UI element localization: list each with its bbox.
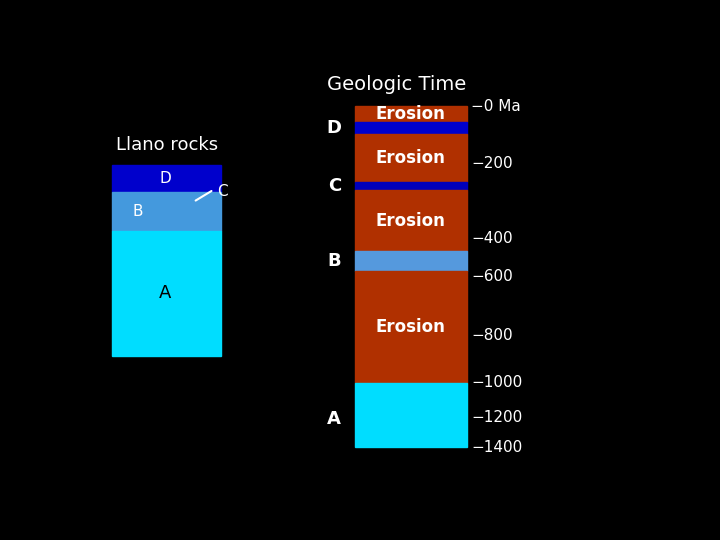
Bar	[355, 182, 467, 191]
Text: Erosion: Erosion	[376, 318, 446, 336]
Text: −0 Ma: −0 Ma	[471, 99, 521, 114]
Bar	[355, 134, 467, 182]
Text: A: A	[327, 410, 341, 428]
Bar	[355, 106, 467, 122]
Text: Erosion: Erosion	[376, 149, 446, 167]
Text: D: D	[159, 171, 171, 186]
Bar	[112, 192, 221, 231]
Text: −1400: −1400	[471, 440, 523, 455]
Bar	[355, 272, 467, 383]
Bar	[355, 191, 467, 251]
Text: A: A	[159, 285, 171, 302]
Bar	[355, 383, 467, 447]
Bar	[355, 251, 467, 272]
Text: D: D	[326, 119, 341, 137]
Bar	[112, 231, 221, 356]
Text: B: B	[328, 252, 341, 270]
Text: −1000: −1000	[471, 375, 523, 390]
Bar	[112, 165, 221, 192]
Text: −1200: −1200	[471, 410, 523, 425]
Text: −400: −400	[471, 231, 513, 246]
Bar	[355, 122, 467, 134]
Text: B: B	[132, 204, 143, 219]
Text: Erosion: Erosion	[376, 212, 446, 230]
Text: −600: −600	[471, 269, 513, 285]
Text: C: C	[217, 184, 228, 199]
Text: Erosion: Erosion	[376, 105, 446, 123]
Text: −200: −200	[471, 156, 513, 171]
Text: −800: −800	[471, 328, 513, 342]
Text: Geologic Time: Geologic Time	[328, 75, 467, 94]
Text: C: C	[328, 177, 341, 195]
Text: Llano rocks: Llano rocks	[116, 136, 217, 154]
